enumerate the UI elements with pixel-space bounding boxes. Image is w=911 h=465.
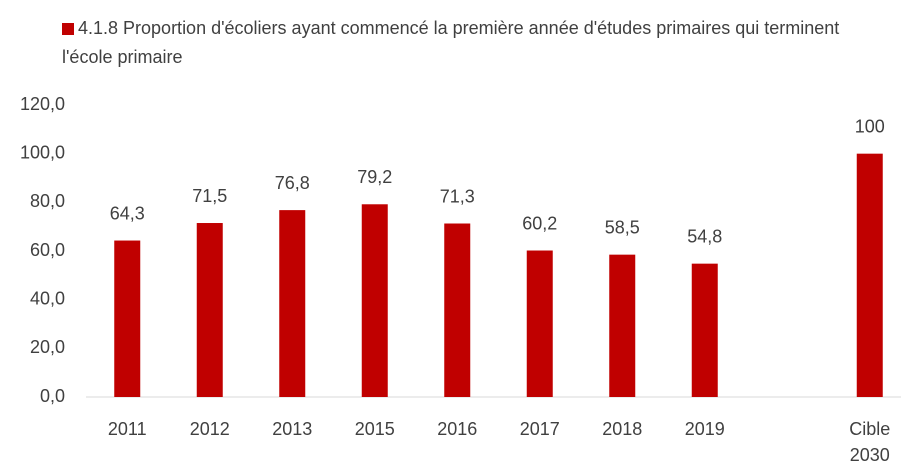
bar bbox=[444, 223, 471, 397]
data-label: 58,5 bbox=[605, 217, 640, 237]
x-tick-label: 2019 bbox=[684, 419, 725, 439]
data-label: 60,2 bbox=[522, 213, 557, 233]
x-tick-label: 2012 bbox=[189, 419, 230, 439]
x-tick-label: 2016 bbox=[437, 419, 478, 439]
bar bbox=[609, 254, 636, 397]
bar bbox=[856, 153, 883, 397]
data-label: 100 bbox=[855, 116, 885, 136]
bar bbox=[279, 210, 306, 397]
x-tick-label: 2018 bbox=[602, 419, 643, 439]
x-tick-label: 2013 bbox=[272, 419, 313, 439]
legend: 4.1.8 Proportion d'écoliers ayant commen… bbox=[62, 14, 892, 72]
x-tick-label: 2017 bbox=[519, 419, 560, 439]
x-tick-label: Cible 2030 bbox=[849, 419, 891, 465]
data-label: 79,2 bbox=[357, 167, 392, 187]
legend-label: 4.1.8 Proportion d'écoliers ayant commen… bbox=[62, 18, 840, 67]
bar bbox=[196, 223, 223, 397]
data-label: 71,3 bbox=[440, 186, 475, 206]
data-label: 71,5 bbox=[192, 186, 227, 206]
bar bbox=[526, 250, 553, 397]
y-tick-label: 120,0 bbox=[20, 94, 65, 114]
y-tick-label: 40,0 bbox=[30, 288, 65, 308]
y-tick-label: 100,0 bbox=[20, 142, 65, 162]
data-label: 76,8 bbox=[275, 173, 310, 193]
bar bbox=[691, 263, 718, 397]
y-tick-label: 80,0 bbox=[30, 191, 65, 211]
y-tick-label: 20,0 bbox=[30, 337, 65, 357]
data-label: 64,3 bbox=[110, 203, 145, 223]
y-tick-label: 60,0 bbox=[30, 240, 65, 260]
bar bbox=[361, 204, 388, 397]
x-tick-label: 2011 bbox=[107, 419, 147, 439]
bar bbox=[114, 240, 141, 397]
data-label: 54,8 bbox=[687, 226, 722, 246]
y-tick-label: 0,0 bbox=[40, 386, 65, 406]
legend-swatch bbox=[62, 23, 74, 35]
x-tick-label: 2015 bbox=[354, 419, 395, 439]
